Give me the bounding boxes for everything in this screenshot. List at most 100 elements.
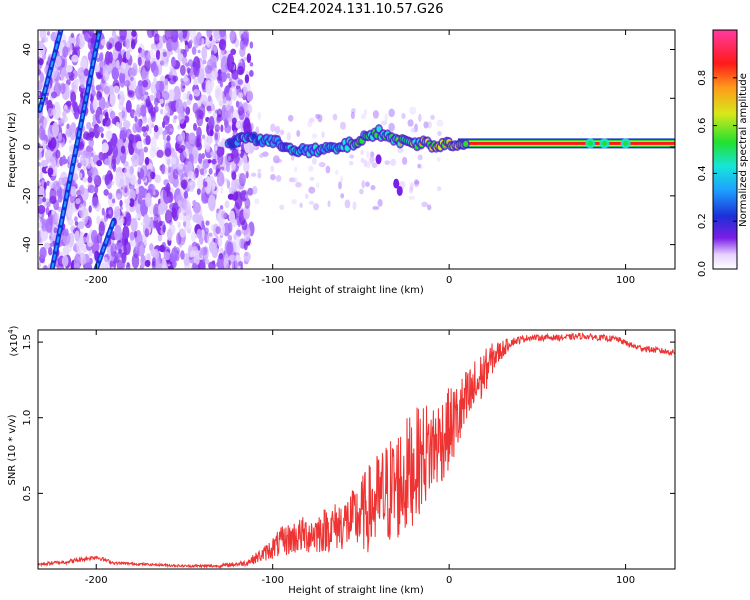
spectrogram-noise-blob <box>207 194 216 212</box>
spectrogram-noise-blob <box>294 166 298 173</box>
spectrogram-noise-blob <box>123 241 131 256</box>
spectrogram-noise-blob <box>62 46 69 58</box>
spectrogram-noise-blob <box>245 103 253 115</box>
spectrogram-noise-blob <box>249 41 254 49</box>
ridge-branch-blob <box>375 154 382 165</box>
spectrogram-noise-blob <box>136 140 143 150</box>
spectrogram-noise-blob <box>304 193 309 200</box>
spectrogram-noise-blob <box>190 231 196 243</box>
spectrogram-noise-blob <box>177 207 185 221</box>
spectrogram-noise-blob <box>199 250 203 259</box>
spectrogram-noise-blob <box>74 230 80 242</box>
spectrogram-x-ticks: -200 -100 0 100 <box>85 30 635 286</box>
spectrogram-noise-blob <box>287 114 294 122</box>
spectrogram-noise-blob <box>166 228 173 241</box>
spectrogram-noise-blob <box>194 108 203 120</box>
spectrogram-noise-blob <box>290 154 295 161</box>
spectrogram-noise-blob <box>71 99 77 109</box>
spectrogram-noise-blob <box>318 161 326 168</box>
spectrogram-noise-blob <box>116 215 125 226</box>
spectrogram-noise-blob <box>250 122 254 131</box>
spectrogram-noise-blob <box>360 150 364 156</box>
spectrogram-noise-blob <box>105 100 111 109</box>
spectrogram-noise-blob <box>220 210 227 219</box>
spectrogram-noise-blob <box>39 171 43 180</box>
spectrogram-noise-blob <box>436 119 444 127</box>
spectrogram-noise-blob <box>144 259 151 267</box>
colorbar-tick-label: 0.2 <box>697 213 708 229</box>
spectrogram-noise-blob <box>148 106 157 117</box>
spectrogram-noise-blob <box>340 175 344 184</box>
spectrogram-noise-blob <box>193 123 198 132</box>
spectrogram-noise-blob <box>119 206 123 210</box>
spectrogram-noise-blob <box>54 56 62 68</box>
spectrogram-noise-blob <box>180 179 188 189</box>
spectrogram-noise-blob <box>233 151 240 165</box>
spectrogram-noise-blob <box>241 220 248 231</box>
spectrogram-noise-blob <box>366 150 370 159</box>
spectrogram-noise-blob <box>199 168 205 176</box>
spectrogram-noise-blob <box>203 169 207 174</box>
spectrogram-noise-blob <box>120 145 126 154</box>
spectrogram-noise-blob <box>205 258 210 265</box>
spectrogram-noise-blob <box>163 251 171 261</box>
spectrogram-noise-blob <box>349 154 355 159</box>
spectrogram-noise-blob <box>38 80 43 91</box>
spectrogram-noise-blob <box>201 46 208 61</box>
spectrogram-noise-blob <box>140 48 146 58</box>
spectrogram-noise-blob <box>372 110 379 119</box>
spectrogram-noise-blob <box>211 182 216 190</box>
spectrogram-noise-blob <box>316 182 320 189</box>
spectrogram-noise-blob <box>372 205 380 210</box>
y-tick-label: 1.0 <box>22 410 33 426</box>
spectrogram-noise-blob <box>191 262 199 269</box>
spectrogram-noise-blob <box>128 188 136 202</box>
spectrogram-noise-blob <box>206 105 212 112</box>
spectrogram-noise-blob <box>222 96 227 104</box>
spectrogram-noise-blob <box>88 137 94 148</box>
spectrogram-noise-blob <box>87 184 96 194</box>
snr-series-group <box>38 332 675 569</box>
spectrogram-noise-blob <box>113 36 118 42</box>
spectrogram-noise-blob <box>171 156 177 165</box>
spectrogram-noise-blob <box>124 187 128 194</box>
spectrogram-noise-blob <box>421 201 429 208</box>
spectrogram-noise-blob <box>237 260 244 267</box>
spectrogram-noise-blob <box>129 231 136 241</box>
spectrogram-noise-blob <box>365 181 370 187</box>
spectrogram-noise-blob <box>97 72 102 79</box>
spectrogram-noise-blob <box>275 158 283 163</box>
spectrogram-noise-blob <box>129 177 138 185</box>
spectrogram-noise-blob <box>189 39 193 45</box>
spectrogram-noise-blob <box>38 69 42 75</box>
spectrogram-noise-blob <box>109 91 116 107</box>
spectrogram-noise-blob <box>169 128 173 133</box>
colorbar-tick-label: 0.4 <box>697 165 708 181</box>
spectrogram-noise-blob <box>242 160 250 173</box>
spectrogram-x-axis-label: Height of straight line (km) <box>288 285 424 296</box>
spectrogram-y-axis-label: Frequency (Hz) <box>7 112 18 188</box>
spectrogram-noise-blob <box>78 141 85 151</box>
spectrogram-noise-blob <box>227 155 232 162</box>
spectrogram-noise-blob <box>192 201 201 214</box>
spectrogram-noise-blob <box>88 30 95 37</box>
spectrogram-noise-blob <box>95 84 101 91</box>
spectrogram-streak-core <box>38 30 62 111</box>
spectrogram-noise-blob <box>71 54 79 63</box>
spectrogram-noise-blob <box>91 89 97 97</box>
spectrogram-noise-blob <box>239 46 246 58</box>
spectrogram-noise-blob <box>137 241 146 257</box>
spectrogram-noise-blob <box>49 242 54 248</box>
x-tick-label: -200 <box>85 275 108 286</box>
spectrogram-noise-blob <box>103 82 111 98</box>
spectrogram-noise-blob <box>105 130 113 141</box>
spectrogram-noise-blob <box>40 43 46 56</box>
spectrogram-noise-blob <box>377 198 383 207</box>
y-tick-label: 0 <box>22 144 33 150</box>
spectrogram-noise-blob <box>338 181 342 190</box>
spectrogram-noise-blob <box>236 121 240 128</box>
spectrogram-noise-blob <box>133 230 138 238</box>
spectrogram-noise-blob <box>288 177 296 183</box>
spectrogram-noise-blob <box>130 39 136 50</box>
spectrogram-noise-blob <box>172 85 181 103</box>
